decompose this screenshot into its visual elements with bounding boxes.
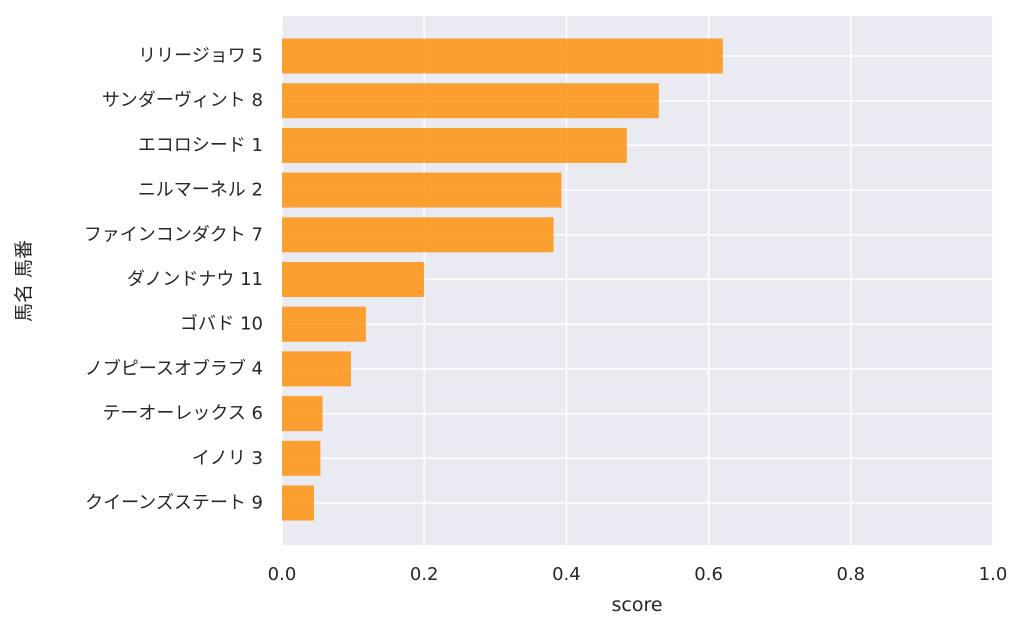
bar	[282, 127, 627, 163]
bar	[282, 440, 321, 476]
y-tick-label: テーオーレックス 6	[102, 403, 263, 424]
y-axis-title: 馬名 馬番	[13, 240, 35, 322]
x-tick-label: 0.2	[410, 564, 439, 585]
bar	[282, 83, 659, 119]
y-tick-label: リリージョワ 5	[138, 46, 263, 67]
y-tick-label: ゴバド 10	[180, 314, 263, 335]
bar	[282, 262, 425, 297]
bar	[282, 217, 554, 253]
y-tick-label: ファインコンダクト 7	[84, 224, 263, 245]
bar	[282, 396, 323, 432]
bar	[282, 38, 723, 74]
bars	[282, 38, 723, 521]
x-tick-label: 1.0	[979, 564, 1008, 585]
x-tick-label: 0.4	[552, 564, 581, 585]
y-tick-label: ニルマーネル 2	[138, 180, 263, 201]
bar	[282, 172, 562, 208]
bar	[282, 485, 314, 521]
y-tick-label: ダノンドナウ 11	[127, 269, 263, 290]
y-tick-label: クイーンズステート 9	[85, 493, 263, 514]
bar	[282, 351, 351, 387]
y-tick-label: イノリ 3	[192, 448, 263, 469]
x-tick-labels: 0.0 0.2 0.4 0.6 0.8 1.0	[268, 564, 1008, 585]
bar	[282, 306, 366, 342]
x-tick-label: 0.8	[836, 564, 865, 585]
x-tick-label: 0.6	[694, 564, 723, 585]
y-tick-label: サンダーヴィント 8	[102, 90, 263, 111]
y-tick-label: ノブピースオブラブ 4	[85, 357, 263, 379]
x-axis-title: score	[611, 594, 662, 616]
y-tick-label: エコロシード 1	[138, 135, 263, 156]
x-tick-label: 0.0	[268, 564, 297, 585]
y-tick-labels: リリージョワ 5 サンダーヴィント 8 エコロシード 1 ニルマーネル 2 ファインコン…	[84, 46, 263, 514]
